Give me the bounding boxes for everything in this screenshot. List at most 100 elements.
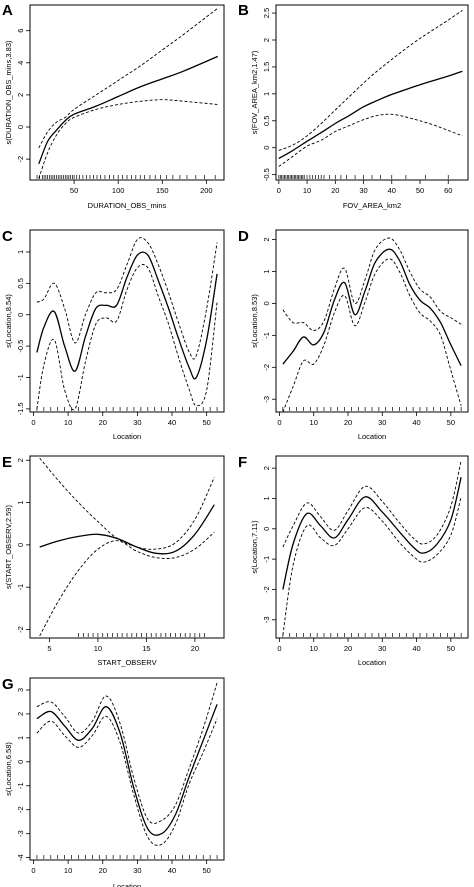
plot-frame — [275, 455, 469, 639]
y-tick-label: -0.5 — [262, 168, 271, 181]
chart-panel-a: A 50 100 150 200 -2 0 2 4 6 DURATION_OBS_mins s(DUR… — [2, 2, 225, 210]
plot-frame — [29, 4, 225, 181]
y-tick-label: 0 — [16, 313, 25, 317]
upper-confidence-line — [282, 237, 462, 332]
x-tick-label: 20 — [99, 418, 107, 427]
y-tick-label: 1 — [16, 736, 25, 740]
lower-confidence-line — [38, 99, 218, 179]
x-tick-label: 10 — [64, 866, 72, 875]
plot-frame — [29, 229, 225, 413]
x-tick-label: 40 — [412, 418, 420, 427]
upper-confidence-line — [36, 237, 218, 360]
x-tick-label: 40 — [168, 418, 176, 427]
y-tick-label: 2 — [262, 38, 271, 42]
y-tick-label: 2 — [16, 712, 25, 716]
x-axis-label: START_OBSERV — [97, 658, 156, 667]
x-tick-label: 0 — [277, 644, 281, 653]
y-tick-label: -0.5 — [16, 340, 25, 353]
smooth-fit-line — [38, 55, 219, 165]
y-tick-label: 2.5 — [262, 8, 271, 18]
x-tick-label: 100 — [112, 186, 125, 195]
x-tick-label: 0 — [277, 418, 281, 427]
y-tick-label: -1 — [262, 332, 271, 339]
plot-frame — [29, 677, 225, 861]
panel-label: A — [2, 2, 13, 19]
y-axis-label: s(Location,8.54) — [4, 294, 13, 348]
x-axis-label: Location — [358, 432, 386, 441]
y-tick-label: 1 — [16, 250, 25, 254]
y-axis-label: s(Location,8.53) — [250, 294, 259, 348]
x-tick-label: 20 — [344, 418, 352, 427]
chart-panel-c: C 0 10 20 30 40 50 -1.5 -1 -0.5 0 0.5 1 Location s(Loc… — [2, 228, 225, 441]
chart-panel-e: E 5 10 15 20 -2 -1 0 1 2 START_OBSERV s(START_OBSER… — [2, 454, 225, 667]
x-tick-label: 10 — [310, 418, 318, 427]
x-tick-label: 30 — [378, 644, 386, 653]
x-tick-label: 40 — [168, 866, 176, 875]
smooth-fit-line — [282, 477, 462, 590]
upper-confidence-line — [36, 682, 218, 824]
panel-label: D — [238, 228, 249, 245]
upper-confidence-line — [282, 460, 462, 548]
y-tick-label: 6 — [16, 29, 25, 33]
y-tick-label: 2 — [16, 458, 25, 462]
y-tick-label: 0 — [262, 527, 271, 531]
x-tick-label: 10 — [64, 418, 72, 427]
x-tick-label: 10 — [310, 644, 318, 653]
panel-label: E — [2, 454, 12, 471]
y-tick-label: 1 — [262, 269, 271, 273]
x-axis-label: Location — [358, 658, 386, 667]
plot-frame — [29, 455, 225, 639]
x-tick-label: 50 — [447, 418, 455, 427]
lower-confidence-line — [39, 531, 215, 637]
y-tick-label: 2 — [262, 466, 271, 470]
x-tick-label: 0 — [277, 186, 281, 195]
x-tick-label: 50 — [447, 644, 455, 653]
panel-label: F — [238, 454, 247, 471]
x-tick-label: 30 — [133, 866, 141, 875]
x-tick-label: 40 — [412, 644, 420, 653]
x-tick-label: 30 — [378, 418, 386, 427]
y-tick-label: 0 — [262, 146, 271, 150]
x-tick-label: 20 — [331, 186, 339, 195]
x-axis-label: Location — [113, 882, 141, 887]
chart-panel-f: F 0 10 20 30 40 50 -3 -2 -1 0 1 2 Location s(Location,… — [238, 454, 469, 667]
y-tick-label: -1 — [16, 374, 25, 381]
y-tick-label: -2 — [262, 586, 271, 593]
y-axis-label: s(DURATION_OBS_mins,3.83) — [4, 40, 13, 145]
panel-label: G — [2, 676, 14, 693]
y-tick-label: 0.5 — [262, 116, 271, 126]
y-tick-label: 0.5 — [16, 278, 25, 288]
chart-panel-b: B 0 10 20 30 40 50 60 -0.5 0 0.5 1 1.5 2 2.5 FOV_AREA_k… — [238, 2, 469, 210]
y-axis-label: s(Location,7.11) — [250, 520, 259, 574]
y-tick-label: -2 — [262, 364, 271, 371]
upper-confidence-line — [39, 457, 215, 550]
smooth-fit-line — [282, 248, 462, 366]
lower-confidence-line — [278, 113, 463, 167]
x-tick-label: 150 — [156, 186, 169, 195]
y-axis-label: s(FOV_AREA_km2,1.47) — [250, 50, 259, 134]
smooth-fit-line — [36, 704, 218, 836]
lower-confidence-line — [282, 258, 462, 413]
x-tick-label: 50 — [203, 418, 211, 427]
lower-confidence-line — [36, 715, 218, 846]
y-tick-label: 0 — [262, 301, 271, 305]
y-tick-label: -2 — [16, 156, 25, 163]
y-tick-label: 0 — [16, 125, 25, 129]
y-tick-label: 1 — [16, 500, 25, 504]
panel-label: B — [238, 2, 249, 19]
x-axis-label: DURATION_OBS_mins — [88, 201, 167, 210]
y-axis-label: s(Location,6.58) — [4, 742, 13, 796]
y-tick-label: -2 — [16, 806, 25, 813]
x-tick-label: 0 — [31, 866, 35, 875]
lower-confidence-line — [282, 496, 462, 636]
x-tick-label: 200 — [200, 186, 213, 195]
x-tick-label: 60 — [444, 186, 452, 195]
chart-panel-d: D 0 10 20 30 40 50 -3 -2 -1 0 1 2 Location s(Location,… — [238, 228, 469, 441]
x-tick-label: 50 — [70, 186, 78, 195]
x-tick-label: 30 — [133, 418, 141, 427]
upper-confidence-line — [278, 10, 463, 151]
smooth-fit-line — [36, 251, 218, 380]
x-tick-label: 20 — [344, 644, 352, 653]
y-tick-label: -4 — [16, 854, 25, 861]
